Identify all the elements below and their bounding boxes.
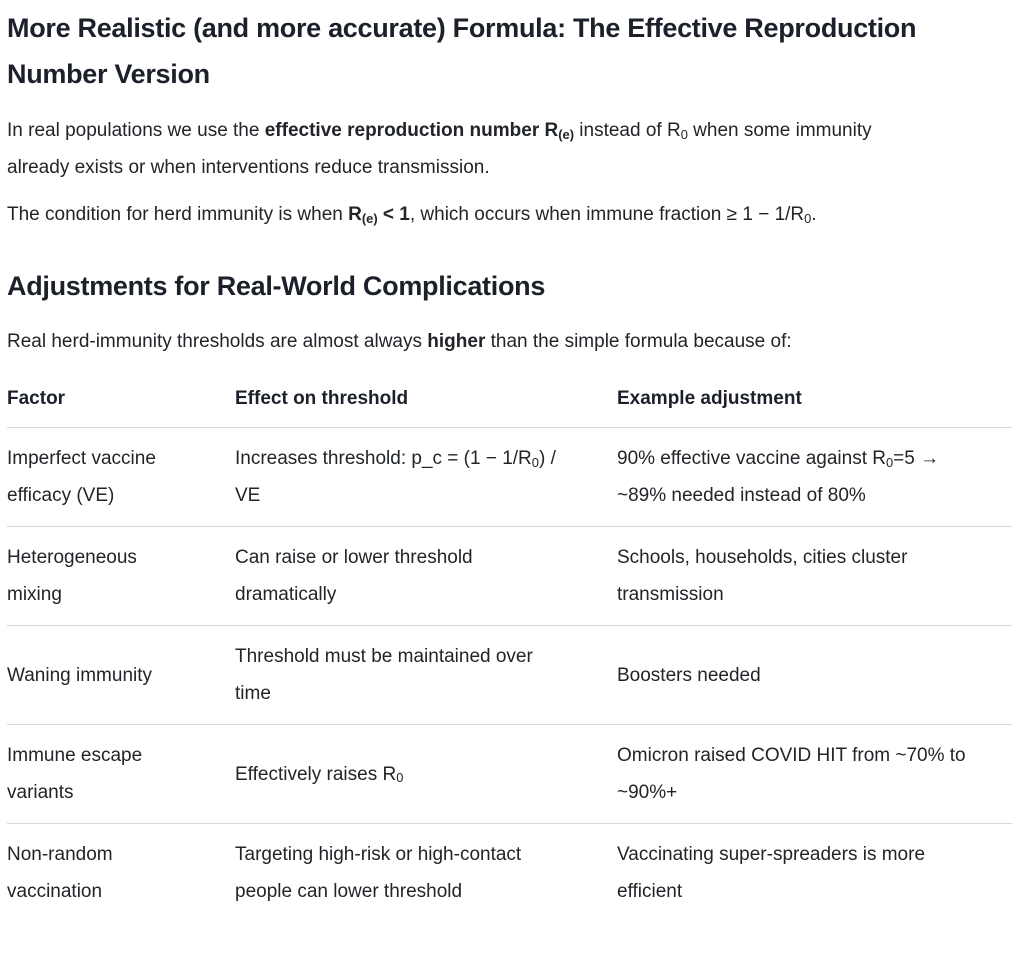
table-row: Waning immunity Threshold must be mainta… (7, 625, 1012, 725)
effect-cell: Increases threshold: p_c = (1 − 1/R0) / … (235, 427, 617, 527)
table-row: Non-random vaccination Targeting high-ri… (7, 824, 1012, 923)
document: More Realistic (and more accurate) Formu… (7, 13, 1012, 922)
text-run: Heterogeneous mixing (7, 547, 137, 605)
bold-run: effective reproduction number R(e) (265, 120, 574, 141)
effect-cell: Targeting high-risk or high-contact peop… (235, 824, 617, 923)
text-run: Effectively raises R (235, 763, 397, 785)
subscript-zero: 0 (396, 770, 404, 786)
header-factor: Factor (7, 380, 235, 428)
condition-paragraph: The condition for herd immunity is when … (7, 196, 927, 233)
table-body: Imperfect vaccine efficacy (VE) Increase… (7, 427, 1012, 923)
text-run: than the simple formula because of: (485, 331, 792, 352)
text-run: Non-random vaccination (7, 844, 113, 902)
example-cell: Schools, households, cities cluster tran… (617, 526, 1012, 626)
text-run: Increases threshold: p_c = (1 − 1/R (235, 448, 532, 469)
table-header-row: Factor Effect on threshold Example adjus… (7, 380, 1012, 428)
factor-cell: Non-random vaccination (7, 824, 235, 923)
factor-cell: Waning immunity (7, 625, 235, 725)
intro-paragraph: In real populations we use the effective… (7, 112, 927, 186)
table-row: Immune escape variants Effectively raise… (7, 724, 1012, 824)
table-header: Factor Effect on threshold Example adjus… (7, 380, 1012, 428)
text-run: R (348, 204, 362, 225)
effect-cell: Can raise or lower threshold dramaticall… (235, 526, 617, 626)
text-run: The condition for herd immunity is when (7, 204, 349, 225)
main-heading: More Realistic (and more accurate) Formu… (7, 13, 917, 89)
text-run: 90% effective vaccine against R (617, 448, 886, 469)
effect-cell: Effectively raises R0 (235, 724, 617, 824)
table-row: Heterogeneous mixing Can raise or lower … (7, 526, 1012, 626)
table-row: Imperfect vaccine efficacy (VE) Increase… (7, 427, 1012, 527)
text-run: effective reproduction number R (264, 120, 559, 141)
example-cell: Vaccinating super-spreaders is more effi… (617, 824, 1012, 923)
text-run: when some immunity already exists or whe… (7, 120, 872, 178)
text-run: In real populations we use the (7, 120, 265, 141)
text-run: < 1 (377, 204, 410, 225)
example-cell: Omicron raised COVID HIT from ~70% to ~9… (617, 724, 1012, 824)
header-effect: Effect on threshold (235, 380, 617, 428)
example-cell: 90% effective vaccine against R0=5 → ~89… (617, 427, 1012, 527)
text-run: Imperfect vaccine efficacy (VE) (7, 448, 156, 506)
text-run: Immune escape variants (7, 745, 143, 803)
table-intro-paragraph: Real herd-immunity thresholds are almost… (7, 323, 927, 360)
text-run: Can raise or lower threshold dramaticall… (235, 547, 473, 605)
bold-run: R(e) < 1 (348, 204, 410, 225)
section-heading: Adjustments for Real-World Complications (7, 271, 546, 301)
bold-run: higher (427, 331, 486, 352)
subscript-zero: 0 (804, 210, 812, 226)
subscript-e: (e) (361, 210, 378, 226)
text-run: =5 → ~89% needed instead of 80% (617, 448, 940, 506)
text-run: Targeting high-risk or high-contact peop… (235, 844, 522, 902)
header-example: Example adjustment (617, 380, 1012, 428)
factor-cell: Immune escape variants (7, 724, 235, 824)
factor-cell: Heterogeneous mixing (7, 526, 235, 626)
text-run: Boosters needed (617, 664, 761, 686)
subscript-zero: 0 (885, 454, 894, 470)
text-run: Real herd-immunity thresholds are almost… (7, 331, 428, 352)
text-run: Vaccinating super-spreaders is more effi… (617, 844, 926, 902)
subscript-zero: 0 (531, 454, 539, 470)
text-run: Omicron raised COVID HIT from ~70% to ~9… (617, 745, 966, 803)
text-run: instead of R (574, 120, 681, 141)
example-cell: Boosters needed (617, 625, 1012, 725)
text-run: . (811, 204, 817, 225)
text-run: Schools, households, cities cluster tran… (617, 547, 908, 605)
text-run: ) / VE (235, 448, 556, 506)
text-run: Waning immunity (7, 664, 153, 686)
subscript-e: (e) (558, 126, 575, 142)
effect-cell: Threshold must be maintained over time (235, 625, 617, 725)
text-run: Threshold must be maintained over time (235, 646, 533, 704)
factor-cell: Imperfect vaccine efficacy (VE) (7, 427, 235, 527)
adjustments-table: Factor Effect on threshold Example adjus… (7, 380, 1012, 922)
subscript-zero: 0 (680, 126, 688, 142)
text-run: , which occurs when immune fraction ≥ 1 … (409, 204, 805, 225)
